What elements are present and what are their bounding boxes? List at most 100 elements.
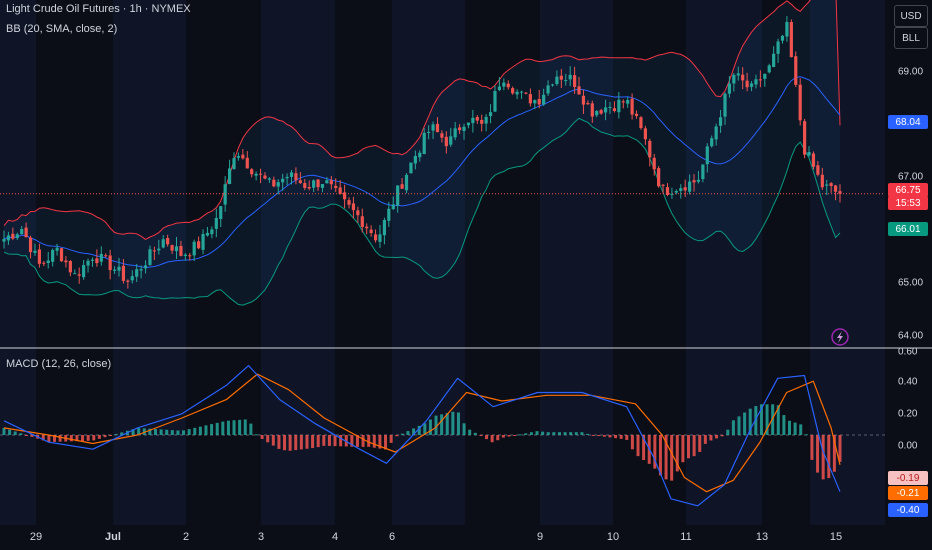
bb-indicator-label[interactable]: BB (20, SMA, close, 2) [6,23,118,35]
candle-body [413,155,417,164]
candle-body [449,136,453,145]
histogram-bar [726,429,730,435]
candle-body [661,184,665,186]
histogram-bar [552,432,556,435]
histogram-bar [642,435,646,461]
candle-body [648,140,652,158]
histogram-bar [524,433,528,435]
candle-body [342,192,347,200]
histogram-bar [765,404,769,435]
candle-body [488,112,493,117]
candle-body [444,136,448,147]
candle-body [210,229,214,235]
time-tick: 6 [388,531,396,543]
histogram-bar [586,433,590,435]
candle-body [493,90,497,112]
candle-body [188,255,192,257]
candle-body [696,179,701,182]
unit-bll-button[interactable]: BLL [894,27,928,49]
candle-body [117,266,121,271]
histogram-bar [698,435,702,452]
candle-body [723,93,727,117]
macd-line-tag: -0.40 [888,503,928,517]
histogram-bar [428,419,432,435]
macd-tick: 0.60 [898,346,918,358]
last-price-tag: 66.75 [888,183,928,197]
histogram-bar [810,435,814,460]
candle-body [515,91,519,95]
candle-body [157,248,161,251]
histogram-bar [456,412,460,435]
alert-icon[interactable] [831,328,849,346]
candle-body [112,269,117,271]
candle-body [254,173,258,176]
candle-body [166,237,170,245]
macd-histogram-tag: -0.19 [888,471,928,485]
chart-title[interactable]: Light Crude Oil Futures · 1h · NYMEX [6,3,191,15]
histogram-bar [479,435,483,436]
signal-line [3,373,841,493]
candle-body [2,238,6,242]
candle-body [688,181,692,192]
histogram-bar [563,432,567,435]
candle-body [320,184,325,188]
macd-lines [3,365,841,507]
histogram-bar [41,435,45,441]
candle-body [745,80,749,88]
histogram-bar [389,435,393,443]
time-tick: 15 [829,531,843,543]
candle-body [104,255,108,257]
histogram-bar [24,435,28,436]
candle-body [683,187,687,191]
candle-body [710,138,714,147]
candle-body [758,79,762,81]
candle-body [652,157,656,170]
session-band [540,0,613,525]
histogram-bar [165,429,169,435]
histogram-bar [198,426,202,435]
histogram-bar [204,425,208,435]
candle-body [15,234,19,239]
candle-body [542,94,546,105]
candle-body [391,204,395,210]
macd-indicator-label[interactable]: MACD (12, 26, close) [6,358,112,370]
histogram-bar [153,429,157,435]
histogram-bar [86,435,90,441]
candle-body [409,162,413,174]
candle-body [33,250,37,253]
histogram-bar [799,424,803,435]
candle-body [502,82,506,87]
histogram-bar [232,420,236,435]
candle-body [223,184,227,205]
candle-body [232,158,236,170]
currency-usd-button[interactable]: USD [894,5,928,27]
candle-body [351,203,356,211]
candle-body [422,132,426,155]
candle-body [205,232,210,236]
histogram-bar [316,435,320,448]
time-tick: 9 [536,531,544,543]
histogram-bar [193,427,197,435]
histogram-bar [670,435,674,481]
candle-body [334,185,338,189]
candle-body [135,269,139,277]
candle-body [794,56,798,85]
candle-body [462,126,466,131]
histogram-bar [816,435,820,473]
candle-body [427,132,431,134]
candle-body [108,255,112,271]
candle-body [294,173,298,181]
histogram-bar [535,431,539,435]
histogram-bar [8,429,12,435]
histogram-bar [821,435,825,480]
candle-body [727,83,732,94]
histogram-bar [513,435,517,436]
histogram-bar [591,435,595,436]
candle-body [77,274,81,276]
candle-body [263,175,267,179]
histogram-bar [720,435,724,437]
candle-body [99,253,103,262]
histogram-bar [333,435,337,447]
histogram-bar [832,435,836,472]
